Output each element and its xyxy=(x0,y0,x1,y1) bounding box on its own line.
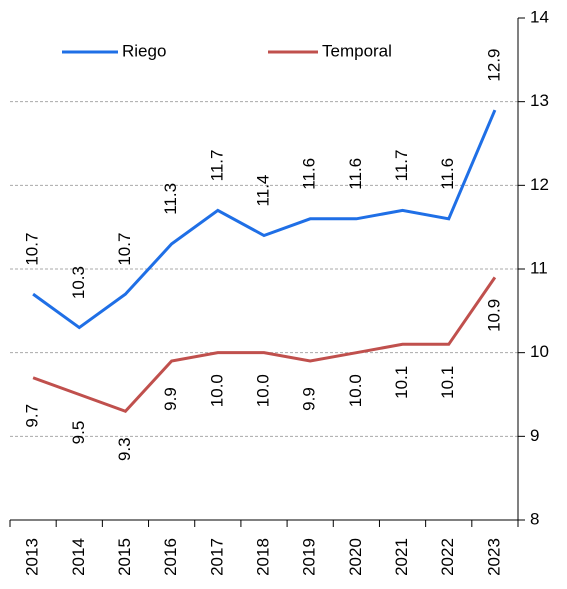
line xyxy=(32,276,497,413)
x-tick-label: 2021 xyxy=(392,538,411,576)
data-label: 10.9 xyxy=(484,299,503,332)
data-label: 11.7 xyxy=(392,150,411,182)
data-label: 11.6 xyxy=(438,158,457,190)
x-tick-label: 2020 xyxy=(346,538,365,576)
data-label: 10.3 xyxy=(69,266,88,299)
data-label: 10.1 xyxy=(392,366,411,399)
x-tick-label: 2019 xyxy=(300,538,319,576)
data-label: 10.0 xyxy=(207,374,226,407)
y-tick-label: 13 xyxy=(530,91,549,110)
data-label: 11.6 xyxy=(300,158,319,190)
y-tick-label: 8 xyxy=(530,509,539,528)
data-label: 12.9 xyxy=(484,48,503,81)
x-tick-label: 2014 xyxy=(69,538,88,576)
x-tick-label: 2015 xyxy=(115,538,134,576)
y-tick-label: 9 xyxy=(530,426,539,445)
data-label: 10.7 xyxy=(23,233,42,266)
legend-label: Temporal xyxy=(322,41,392,60)
data-label: 10.7 xyxy=(115,233,134,266)
x-tick-label: 2022 xyxy=(438,538,457,576)
legend-label: Riego xyxy=(122,41,166,60)
data-label: 9.3 xyxy=(115,437,134,461)
x-tick-label: 2013 xyxy=(23,538,42,576)
y-tick-label: 11 xyxy=(530,258,548,277)
data-label: 11.4 xyxy=(253,175,272,207)
data-label: 10.0 xyxy=(253,374,272,407)
y-tick-label: 10 xyxy=(530,342,549,361)
y-tick-label: 12 xyxy=(530,175,549,194)
data-label: 9.9 xyxy=(300,387,319,411)
y-tick-label: 14 xyxy=(530,7,549,26)
data-label: 9.7 xyxy=(23,404,42,428)
x-tick-label: 2016 xyxy=(161,538,180,576)
data-label: 11.6 xyxy=(346,158,365,190)
x-tick-label: 2023 xyxy=(484,538,503,576)
data-label: 11.3 xyxy=(161,183,180,215)
data-label: 10.1 xyxy=(438,366,457,399)
data-label: 9.5 xyxy=(69,421,88,445)
x-tick-label: 2017 xyxy=(207,538,226,576)
data-label: 9.9 xyxy=(161,387,180,411)
line xyxy=(32,109,497,330)
data-label: 10.0 xyxy=(346,374,365,407)
x-tick-label: 2018 xyxy=(253,538,272,576)
data-label: 11.7 xyxy=(207,150,226,182)
